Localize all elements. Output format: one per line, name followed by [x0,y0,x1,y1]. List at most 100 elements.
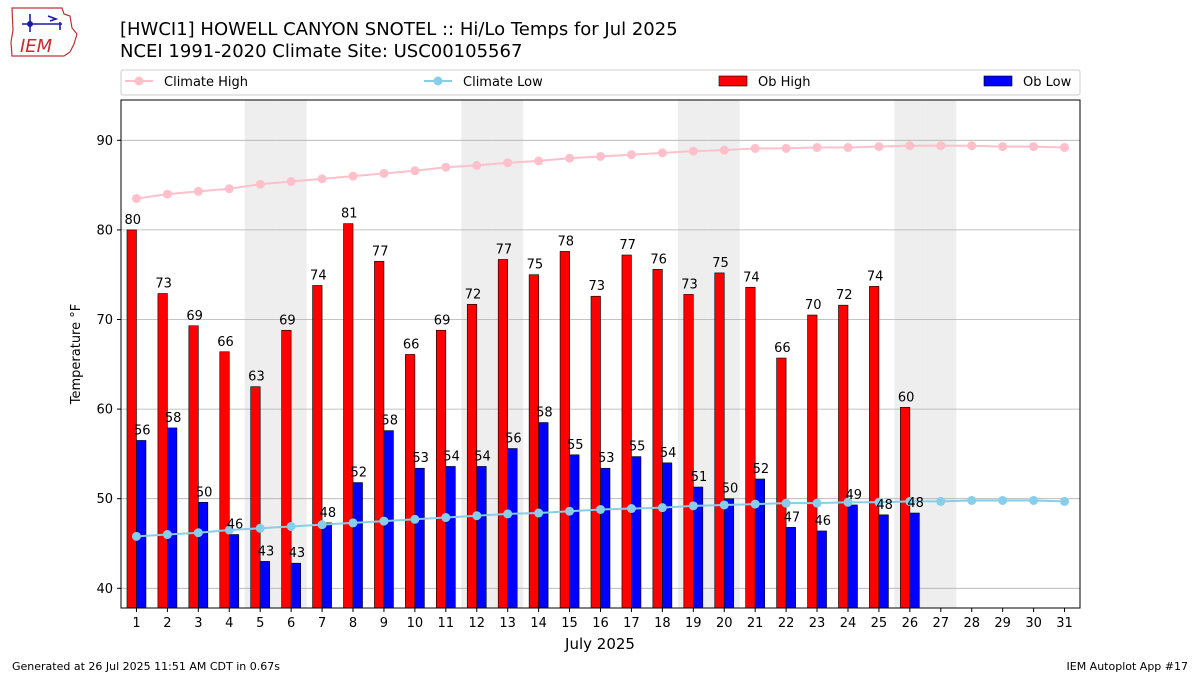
ob-low-bar [414,467,425,609]
climate-high-point [626,150,636,160]
ob-high-bar [157,293,168,609]
climate-low-point [317,520,327,530]
climate-low-point [998,495,1008,505]
ob-high-bar [219,351,230,609]
climate-low-point [348,518,358,528]
climate-high-point [1060,142,1070,152]
climate-high-point [255,179,265,189]
climate-low-point [688,501,698,511]
climate-low-point [534,508,544,518]
climate-high-point [781,143,791,153]
ob-high-bar [869,286,880,609]
x-tick-label: 23 [809,616,826,631]
x-tick-label: 10 [407,616,424,631]
ob-high-label: 73 [588,279,605,294]
climate-low-point [812,498,822,508]
x-tick-label: 7 [318,616,326,631]
ob-low-bar [445,466,456,609]
ob-high-bar [559,251,570,609]
ob-low-label: 50 [196,485,213,500]
x-tick-label: 28 [963,616,980,631]
climate-high-point [905,141,915,151]
climate-low-point [719,500,729,510]
climate-high-point [131,194,141,204]
ob-low-bar [167,427,178,609]
legend-item-climate-high: Climate High [125,75,248,90]
ob-low-bar [259,561,271,609]
legend-label: Ob High [758,75,811,90]
ob-high-label: 77 [372,244,389,259]
ob-high-bar [528,274,539,609]
climate-low-point [750,499,760,509]
ob-high-label: 74 [743,270,760,285]
bars [126,223,920,609]
climate-high-point [472,160,482,170]
ob-high-label: 69 [434,313,451,328]
ob-low-label: 53 [598,451,615,466]
ob-low-bar [631,456,642,609]
y-tick-label: 90 [96,134,113,149]
ob-low-label: 56 [134,423,151,438]
ob-high-bar [807,314,818,609]
ob-low-bar [909,512,920,609]
ob-low-label: 58 [165,411,182,426]
chart-title: [HWCI1] HOWELL CANYON SNOTEL :: Hi/Lo Te… [120,19,678,40]
ob-low-label: 43 [289,546,306,561]
climate-low-point [626,504,636,514]
legend-item-climate-low: Climate Low [424,75,543,90]
x-tick-label: 18 [654,616,671,631]
climate-high-point [596,151,605,161]
legend-item-ob-high: Ob High [718,75,811,90]
ob-high-label: 74 [310,268,327,283]
ob-high-label: 73 [681,277,698,292]
climate-high-point [410,166,420,176]
y-axis: 40 50 60 70 80 90 [96,134,121,597]
chart-subtitle: NCEI 1991-2020 Climate Site: USC00105567 [120,41,522,62]
ob-low-bar [476,466,487,609]
climate-low-point [131,531,141,541]
y-tick-label: 70 [96,313,113,328]
ob-high-bar [250,386,261,609]
legend-label: Climate Low [463,75,543,90]
x-tick-label: 25 [871,616,888,631]
climate-high-point [657,148,667,158]
x-tick-label: 15 [561,616,578,631]
climate-high-point [843,142,853,152]
iem-logo: IEM [10,7,78,57]
ob-low-label: 53 [412,451,429,466]
ob-low-bar [662,462,673,609]
ob-high-label: 73 [155,277,172,292]
climate-high-point [193,186,203,196]
ob-high-label: 72 [465,287,482,302]
climate-high-point [688,146,698,156]
ob-high-bar [188,325,199,609]
ob-high-label: 69 [279,313,296,328]
ob-low-label: 55 [567,438,584,453]
ob-low-label: 54 [474,449,491,464]
ob-low-bar [569,454,580,609]
ob-high-bar [436,329,447,609]
ob-low-label: 47 [784,510,801,525]
ob-low-bar [785,527,796,609]
climate-high-point [874,142,884,152]
climate-high-point [503,158,513,168]
climate-low-point [781,498,791,508]
x-tick-label: 29 [994,616,1011,631]
ob-low-label: 50 [722,482,739,497]
ob-low-bar [136,440,147,609]
ob-high-label: 80 [124,213,141,228]
ob-high-bar [745,286,756,609]
ob-low-label: 54 [660,446,677,461]
climate-low-point [379,516,389,526]
ob-low-label: 48 [876,498,893,513]
climate-low-point [905,496,915,506]
ob-low-label: 46 [815,514,832,529]
x-tick-label: 17 [623,616,640,631]
ob-low-label: 49 [845,488,862,503]
ob-low-label: 58 [536,406,553,421]
x-tick-label: 14 [530,616,547,631]
ob-high-bar [838,304,849,609]
x-tick-label: 4 [225,616,233,631]
climate-high-point [967,141,977,151]
